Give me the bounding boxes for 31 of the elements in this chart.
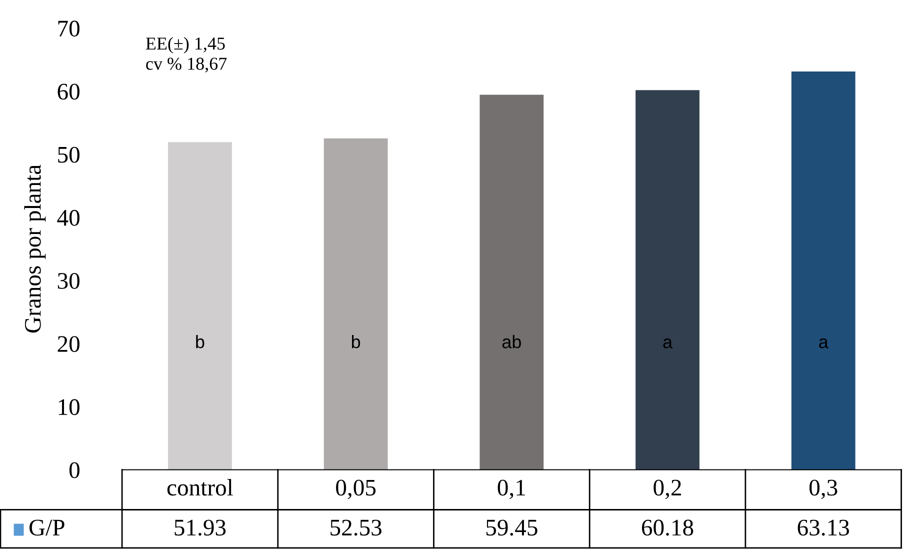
y-tick-label: 20 bbox=[58, 336, 80, 352]
x-tick-label: control bbox=[167, 479, 233, 496]
bar bbox=[168, 142, 232, 470]
y-tick-label: 0 bbox=[69, 462, 80, 478]
y-tick-label: 50 bbox=[58, 146, 80, 163]
annotation: a bbox=[663, 338, 673, 348]
bar bbox=[791, 71, 856, 470]
bar bbox=[324, 138, 388, 470]
data-label: 52.53 bbox=[330, 520, 382, 536]
x-tick-label: 0,1 bbox=[498, 480, 526, 500]
annotation: b bbox=[196, 335, 204, 348]
bar bbox=[636, 90, 700, 470]
x-tick-label: 0,3 bbox=[810, 480, 838, 500]
data-label: 60.18 bbox=[642, 520, 694, 536]
data-label: 59.45 bbox=[486, 520, 538, 536]
x-tick-label: 0,05 bbox=[336, 480, 376, 500]
y-axis-title: Granos por planta bbox=[24, 164, 46, 333]
text: G/P bbox=[29, 520, 64, 536]
data-label: 63.13 bbox=[798, 520, 850, 536]
bar bbox=[480, 94, 544, 470]
y-tick-label: 30 bbox=[58, 272, 80, 289]
y-tick-label: 10 bbox=[58, 399, 80, 416]
y-tick-label: 70 bbox=[58, 20, 80, 37]
y-tick-label: 40 bbox=[57, 210, 80, 226]
annotation: a bbox=[819, 338, 828, 348]
data-label: 51.93 bbox=[174, 520, 226, 536]
x-tick-label: 0,2 bbox=[654, 480, 681, 500]
annotation: b bbox=[352, 335, 360, 348]
annotation: EE(±) 1,45 cv % 18,67 bbox=[146, 36, 227, 72]
y-tick-label: 60 bbox=[58, 84, 80, 100]
annotation: ab bbox=[502, 335, 521, 348]
